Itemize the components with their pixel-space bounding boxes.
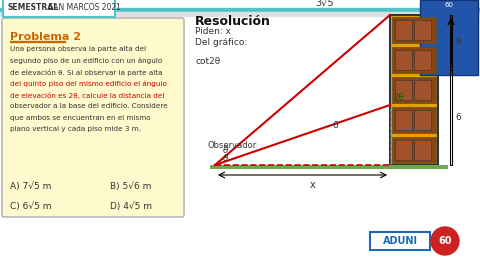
Bar xyxy=(414,110,431,130)
Text: plano vertical y cada piso mide 3 m.: plano vertical y cada piso mide 3 m. xyxy=(10,127,141,133)
Bar xyxy=(395,20,412,40)
Circle shape xyxy=(431,227,459,255)
Bar xyxy=(395,50,412,70)
Bar xyxy=(210,165,448,169)
Bar xyxy=(0,8,480,12)
Text: θ: θ xyxy=(223,154,228,163)
Text: x: x xyxy=(310,180,315,190)
Bar xyxy=(395,110,412,130)
Text: 6: 6 xyxy=(455,113,461,122)
Text: D) 4√5 m: D) 4√5 m xyxy=(110,202,152,211)
Text: Del gráfico:: Del gráfico: xyxy=(195,38,247,47)
Text: Resolución: Resolución xyxy=(195,15,271,28)
Text: 2θ: 2θ xyxy=(393,93,403,102)
Bar xyxy=(392,77,436,103)
Bar xyxy=(395,80,412,100)
Bar xyxy=(414,140,431,160)
Text: A) 7√5 m: A) 7√5 m xyxy=(10,182,51,191)
Text: 60: 60 xyxy=(444,2,454,8)
Bar xyxy=(392,107,436,133)
Bar xyxy=(414,20,431,40)
Bar xyxy=(392,47,436,73)
FancyBboxPatch shape xyxy=(3,0,115,17)
Bar xyxy=(395,140,412,160)
Text: Piden: x: Piden: x xyxy=(195,27,231,36)
Text: SEMESTRAL: SEMESTRAL xyxy=(8,4,59,12)
Bar xyxy=(392,137,436,163)
Text: de elevación es 2θ, calcule la distancia del: de elevación es 2θ, calcule la distancia… xyxy=(10,92,164,99)
Bar xyxy=(10,41,65,42)
FancyBboxPatch shape xyxy=(2,18,184,217)
Text: θ: θ xyxy=(223,146,228,155)
Text: segundo piso de un edificio con un ángulo: segundo piso de un edificio con un ángul… xyxy=(10,58,162,64)
Text: SAN MARCOS 2021: SAN MARCOS 2021 xyxy=(46,4,121,12)
Bar xyxy=(420,0,478,75)
Bar xyxy=(370,232,430,250)
Text: B) 5√6 m: B) 5√6 m xyxy=(110,182,151,191)
Text: Problema 2: Problema 2 xyxy=(10,32,81,42)
Text: del quinto piso del mismo edificio el ángulo: del quinto piso del mismo edificio el án… xyxy=(10,80,167,87)
Bar xyxy=(450,15,452,70)
Text: 6: 6 xyxy=(333,121,338,130)
Bar xyxy=(414,80,431,100)
Bar xyxy=(450,70,452,165)
Text: 60: 60 xyxy=(438,236,452,246)
Bar xyxy=(390,15,438,165)
Text: de elevación θ. Si al observar la parte alta: de elevación θ. Si al observar la parte … xyxy=(10,69,163,76)
Bar xyxy=(392,17,436,43)
Text: que ambos se encuentran en el mismo: que ambos se encuentran en el mismo xyxy=(10,115,151,121)
Bar xyxy=(0,12,480,16)
Text: ADUNI: ADUNI xyxy=(383,236,418,246)
Bar xyxy=(414,50,431,70)
Text: Una persona observa la parte alta del: Una persona observa la parte alta del xyxy=(10,46,146,52)
Text: cot2θ: cot2θ xyxy=(195,57,220,66)
Text: observador a la base del edificio. Considere: observador a la base del edificio. Consi… xyxy=(10,103,168,110)
Text: 3√5: 3√5 xyxy=(315,0,334,7)
Text: 9: 9 xyxy=(455,38,461,47)
Text: Observador: Observador xyxy=(207,141,256,150)
Text: C) 6√5 m: C) 6√5 m xyxy=(10,202,51,211)
